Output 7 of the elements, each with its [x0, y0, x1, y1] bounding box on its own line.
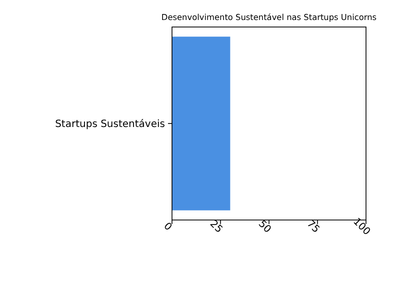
x-tick-label: 0 — [161, 220, 174, 234]
x-tick-label: 75 — [304, 218, 322, 236]
x-tick-label: 100 — [350, 216, 372, 238]
x-tick-label: 25 — [208, 218, 224, 236]
y-tick-label: Startups Sustentáveis — [55, 119, 165, 130]
chart-title: Desenvolvimento Sustentável nas Startups Unicorns — [161, 12, 377, 22]
x-tick-label: 50 — [256, 218, 273, 236]
